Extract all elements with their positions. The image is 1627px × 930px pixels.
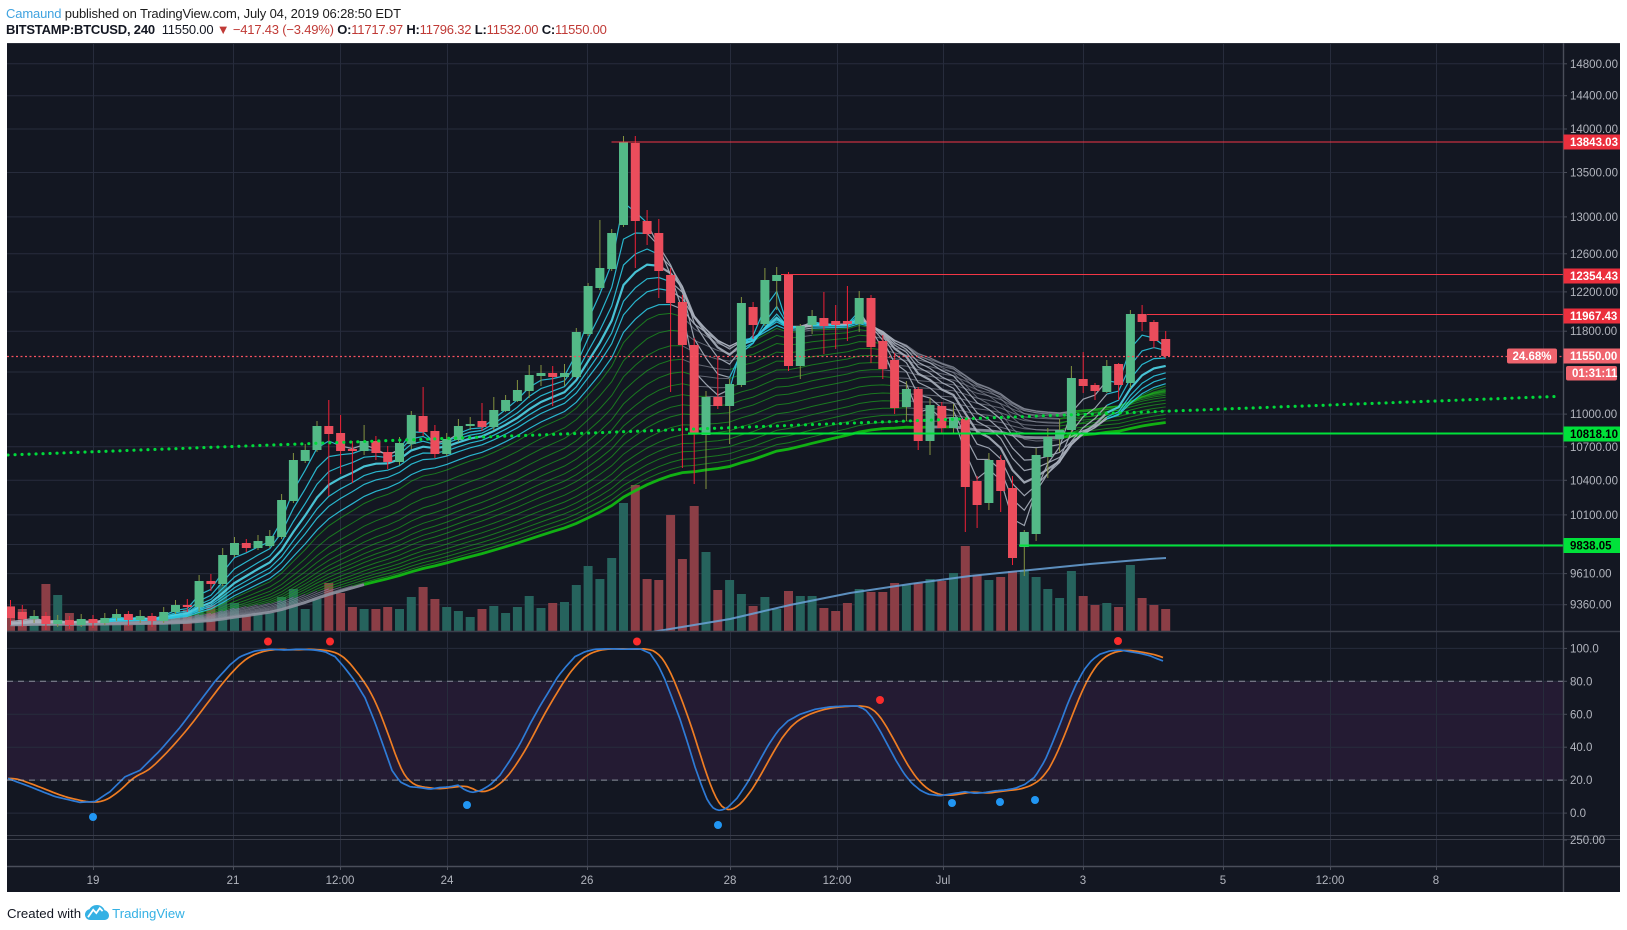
svg-text:21: 21 [227, 875, 240, 887]
svg-text:10100.00: 10100.00 [1570, 510, 1618, 522]
svg-text:60.0: 60.0 [1570, 709, 1592, 721]
svg-text:11800.00: 11800.00 [1570, 326, 1617, 338]
svg-text:10818.10: 10818.10 [1570, 429, 1618, 441]
svg-text:26: 26 [581, 875, 594, 887]
svg-text:11550.00: 11550.00 [1570, 351, 1617, 363]
svg-text:100.0: 100.0 [1570, 643, 1599, 655]
svg-text:01:31:11: 01:31:11 [1572, 368, 1618, 380]
svg-text:13000.00: 13000.00 [1570, 212, 1618, 224]
svg-text:5: 5 [1220, 875, 1226, 887]
svg-text:28: 28 [724, 875, 737, 887]
svg-text:12:00: 12:00 [1316, 875, 1345, 887]
svg-text:40.0: 40.0 [1570, 742, 1592, 754]
svg-text:12:00: 12:00 [326, 875, 355, 887]
svg-text:19: 19 [87, 875, 100, 887]
svg-text:20.0: 20.0 [1570, 775, 1592, 787]
svg-text:14800.00: 14800.00 [1570, 59, 1618, 71]
svg-text:13500.00: 13500.00 [1570, 168, 1618, 180]
svg-text:9838.05: 9838.05 [1570, 541, 1612, 553]
svg-text:13843.03: 13843.03 [1570, 137, 1618, 149]
svg-text:11967.43: 11967.43 [1570, 311, 1617, 323]
svg-text:250.00: 250.00 [1570, 835, 1605, 847]
svg-text:9360.00: 9360.00 [1570, 600, 1612, 612]
svg-text:10400.00: 10400.00 [1570, 475, 1618, 487]
svg-text:24.68%: 24.68% [1512, 351, 1551, 363]
svg-text:0.0: 0.0 [1570, 808, 1586, 820]
svg-text:11000.00: 11000.00 [1570, 409, 1617, 421]
svg-text:80.0: 80.0 [1570, 676, 1592, 688]
svg-text:14400.00: 14400.00 [1570, 91, 1618, 103]
svg-text:12600.00: 12600.00 [1570, 249, 1618, 261]
svg-text:10700.00: 10700.00 [1570, 442, 1618, 454]
svg-text:9610.00: 9610.00 [1570, 569, 1612, 581]
svg-text:8: 8 [1433, 875, 1439, 887]
svg-text:12354.43: 12354.43 [1570, 271, 1618, 283]
svg-text:3: 3 [1080, 875, 1086, 887]
svg-text:24: 24 [441, 875, 454, 887]
svg-text:12:00: 12:00 [823, 875, 852, 887]
svg-text:12200.00: 12200.00 [1570, 287, 1618, 299]
svg-text:Jul: Jul [936, 875, 951, 887]
svg-text:14000.00: 14000.00 [1570, 124, 1618, 136]
